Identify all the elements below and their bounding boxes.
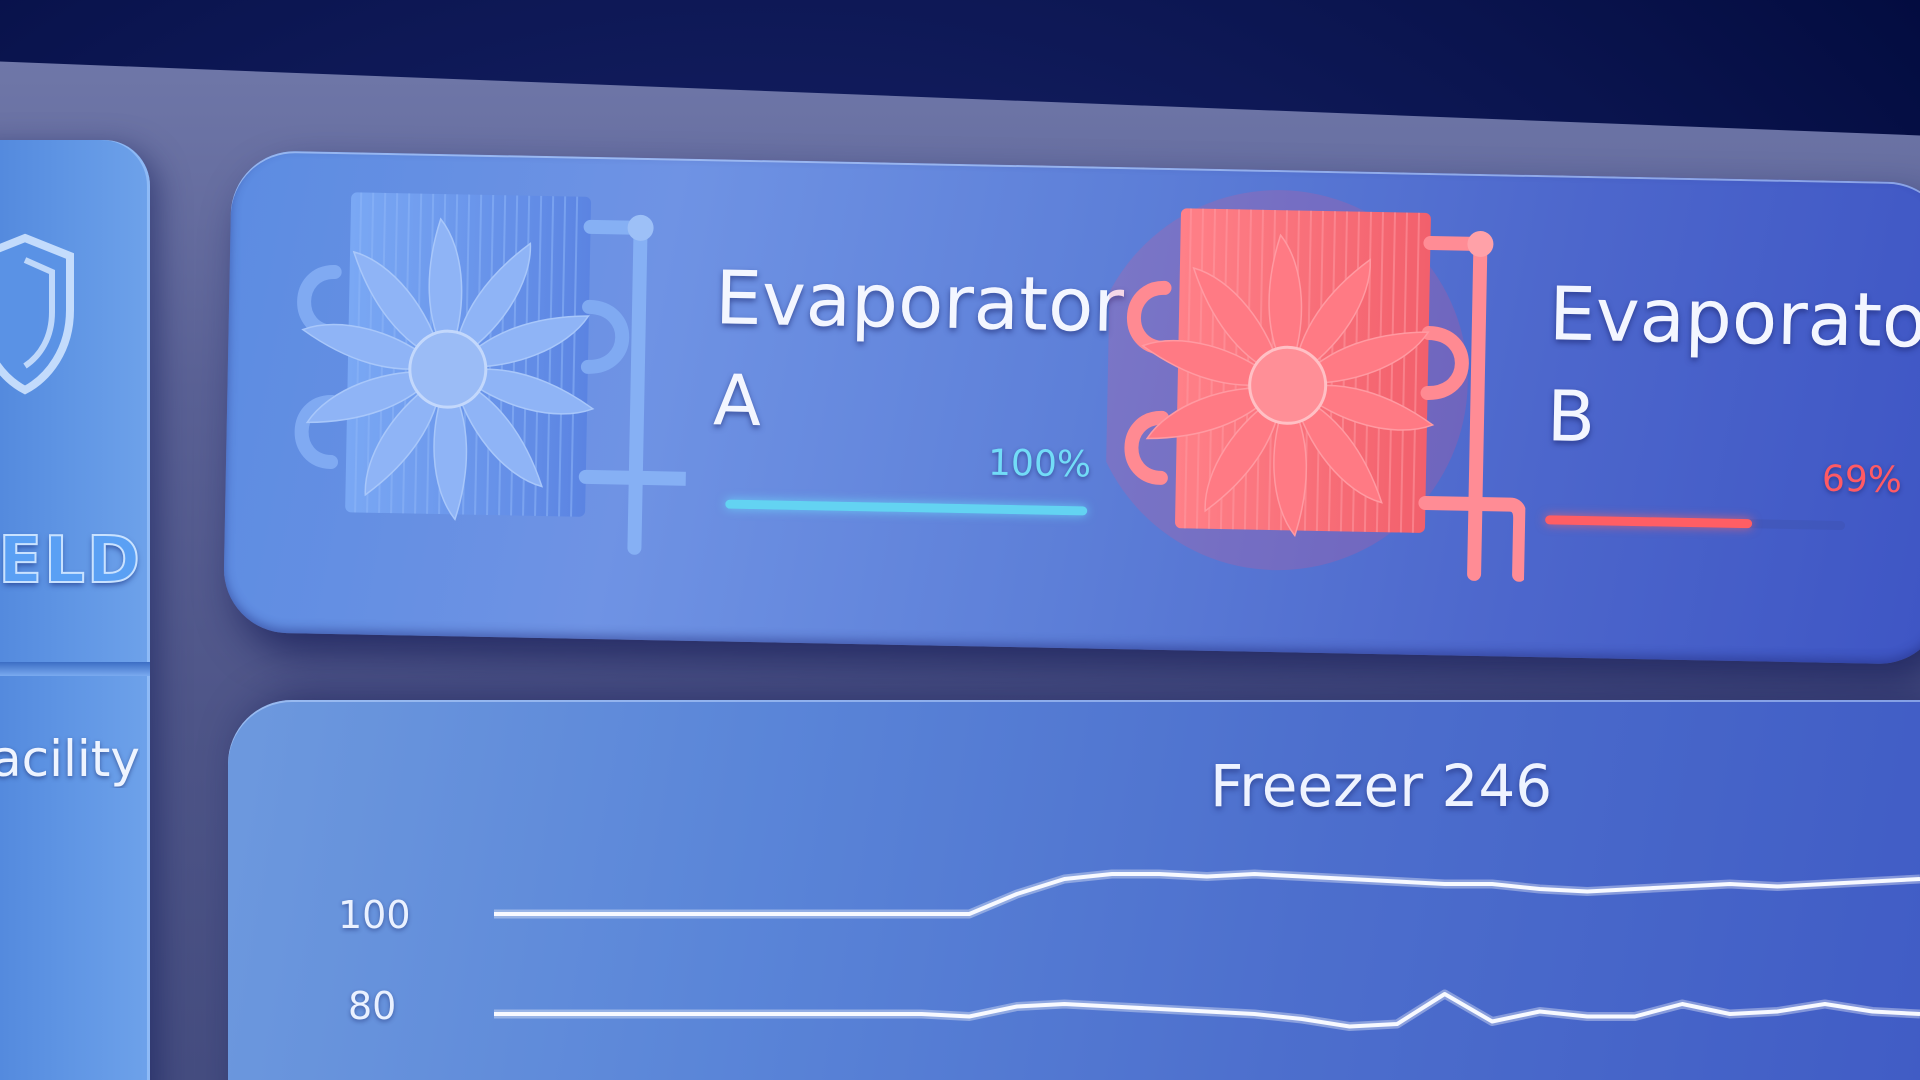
evaporator-panel: Evaporator A 100% [222, 150, 1920, 665]
fan-coil-icon [284, 161, 718, 573]
sidebar-item-facility[interactable]: acility [0, 730, 140, 788]
chart-title: Freezer 246 [1210, 752, 1553, 820]
series-line-1 [494, 992, 1920, 1029]
y-tick-label: 80 [348, 984, 397, 1028]
sidebar-divider [0, 662, 150, 676]
sidebar: ELD acility [0, 140, 150, 1080]
y-tick-label: 100 [338, 893, 411, 937]
shield-icon [0, 230, 80, 404]
fan-coil-icon [1087, 177, 1532, 589]
series-line-glow-0 [494, 869, 1920, 919]
brand-wordmark: ELD [0, 524, 142, 598]
series-line-0 [494, 872, 1920, 916]
